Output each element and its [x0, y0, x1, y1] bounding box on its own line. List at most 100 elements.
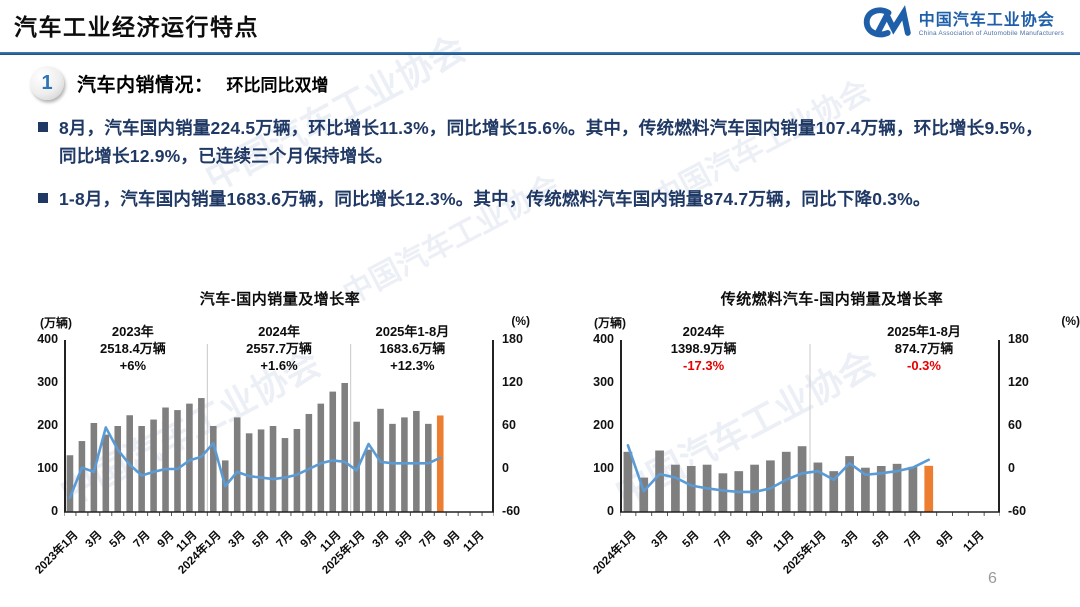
- sales-bar: [425, 423, 432, 512]
- bullet-square-icon: [38, 193, 48, 203]
- x-tick-label: 9月: [934, 529, 956, 551]
- x-tick-label: 3月: [83, 529, 105, 551]
- sales-bar: [845, 456, 854, 512]
- sales-bar: [162, 407, 169, 512]
- right-axis-tick-labels: 180 120 60 0 -60: [494, 332, 530, 518]
- sales-bar: [66, 455, 74, 512]
- y-tick-label: 0: [607, 504, 614, 518]
- plot-wrap: 400 300 200 100 0 2023年 2518.4万辆 +6% 2024年 2557.…: [30, 324, 530, 576]
- sales-bar: [281, 438, 289, 512]
- sales-bar: [353, 421, 360, 512]
- bars-and-line-plot: [64, 340, 495, 516]
- chart-auto-domestic-sales: 汽车-国内销量及增长率 (万辆) (%) 400 300 200 100 0 2023年…: [30, 288, 530, 576]
- y-tick-label: 120: [1008, 375, 1029, 389]
- x-axis-labels: 2023年1月 3月 5月 7月 9月 11月 2024年1月 3月 5月 7月 9月 11月 2025…: [33, 520, 494, 594]
- x-tick-label: 11月: [461, 529, 487, 555]
- left-axis-tick-labels: 400 300 200 100 0: [584, 332, 620, 518]
- page-title: 汽车工业经济运行特点: [14, 14, 259, 40]
- sales-bar: [293, 429, 301, 512]
- y-tick-label: 300: [37, 375, 59, 389]
- chart-title: 传统燃料汽车-国内销量及增长率: [720, 291, 944, 308]
- sales-bar: [437, 415, 444, 512]
- plot-area: 2024年 1398.9万辆 -17.3% 2025年1-8月 874.7万辆 -0.3%…: [591, 324, 1000, 576]
- sales-bar: [329, 391, 337, 512]
- page-number: 6: [988, 570, 997, 587]
- y-tick-label: 60: [1008, 418, 1022, 432]
- x-axis-labels: 2024年1月 3月 5月 7月 9月 11月 2025年1月 3月 5月 7月 9月 11月: [591, 520, 1000, 594]
- x-tick-label: 5月: [680, 529, 702, 551]
- y-tick-label: 60: [502, 418, 516, 432]
- growth-rate-line: [626, 444, 931, 494]
- plot-area: 2023年 2518.4万辆 +6% 2024年 2557.7万辆 +1.6% 2025年1…: [33, 324, 495, 576]
- sales-bar: [797, 446, 807, 512]
- y-tick-label: 100: [37, 461, 59, 475]
- plot-wrap: 400 300 200 100 0 2024年 1398.9万辆 -17.3% 2025年1-…: [584, 324, 1080, 576]
- x-tick-label: 9月: [155, 529, 177, 551]
- sales-bar: [150, 419, 157, 512]
- y-tick-label: -60: [1008, 504, 1027, 518]
- x-tick-label: 5月: [870, 529, 892, 551]
- bullet-square-icon: [38, 122, 48, 132]
- section-heading: 1 汽车内销情况： 环比同比双增: [30, 66, 329, 100]
- x-tick-label: 5月: [250, 529, 272, 551]
- sales-bar: [671, 464, 680, 512]
- axis-units: (万辆) (%): [584, 314, 1080, 334]
- sales-bar: [623, 451, 633, 512]
- axis-units: (万辆) (%): [30, 314, 530, 334]
- sales-bar: [245, 433, 253, 512]
- x-tick-label: 5月: [393, 529, 416, 551]
- y-tick-label: 0: [1008, 461, 1015, 475]
- sales-bar: [233, 417, 241, 512]
- sales-bar: [686, 465, 696, 512]
- y-tick-label: 180: [502, 332, 523, 346]
- bars-and-line-plot: [620, 340, 1000, 516]
- sales-bar: [138, 426, 145, 512]
- sales-bar: [861, 467, 870, 512]
- x-tick-label: 7月: [131, 529, 153, 551]
- caam-logo-mark-icon: [860, 5, 912, 44]
- bullet-text-august: 8月，汽车国内销量224.5万辆，环比增长11.3%，同比增长15.6%。其中，…: [59, 118, 1043, 166]
- y-tick-label: 120: [502, 375, 523, 389]
- sales-bar: [78, 441, 86, 512]
- y-tick-label: 0: [502, 461, 509, 475]
- sales-bar: [341, 383, 349, 512]
- bullet-list: 8月，汽车国内销量224.5万辆，环比增长11.3%，同比增长15.6%。其中，…: [38, 114, 1050, 228]
- y-tick-label: -60: [502, 504, 521, 518]
- y-tick-label: 180: [1008, 332, 1029, 346]
- sales-bar: [829, 471, 839, 512]
- sales-bar: [781, 451, 791, 512]
- bullet-item: 8月，汽车国内销量224.5万辆，环比增长11.3%，同比增长15.6%。其中，…: [38, 114, 1050, 170]
- x-tick-label: 3月: [226, 529, 248, 551]
- sales-bar: [908, 466, 918, 512]
- sales-bar: [186, 403, 193, 512]
- sales-bar: [718, 473, 728, 512]
- sales-bar: [655, 450, 664, 512]
- sales-bar: [365, 449, 372, 512]
- chart-title: 汽车-国内销量及增长率: [199, 291, 361, 308]
- sales-bar: [317, 403, 325, 512]
- sales-bar: [924, 465, 934, 512]
- x-tick-label: 7月: [902, 529, 924, 551]
- x-tick-label: 2023年1月: [33, 529, 81, 577]
- sales-bar: [876, 465, 886, 512]
- sales-bar: [269, 426, 277, 512]
- x-tick-label: 2024年1月: [591, 529, 639, 577]
- caam-logo: 中国汽车工业协会 China Association of Automobile…: [860, 5, 1064, 44]
- header-divider: [0, 52, 1080, 55]
- y-tick-label: 200: [37, 418, 59, 432]
- sales-bar: [210, 426, 217, 512]
- sales-bar: [401, 417, 408, 512]
- sales-bar: [750, 464, 759, 512]
- left-axis-unit-label: (万辆): [594, 316, 626, 330]
- x-tick-label: 3月: [649, 529, 671, 551]
- x-tick-label: 3月: [370, 529, 392, 551]
- y-tick-label: 200: [593, 418, 614, 432]
- x-tick-label: 7月: [274, 529, 296, 551]
- sales-bar: [102, 434, 110, 512]
- chart-fuel-domestic-sales: 传统燃料汽车-国内销量及增长率 (万辆) (%) 400 300 200 100 0 2…: [560, 288, 1080, 576]
- logo-name-en: China Association of Automobile Manufact…: [918, 29, 1064, 37]
- x-tick-label: 9月: [744, 529, 766, 551]
- section-subtitle: 环比同比双增: [226, 75, 329, 95]
- sales-bar: [305, 413, 313, 512]
